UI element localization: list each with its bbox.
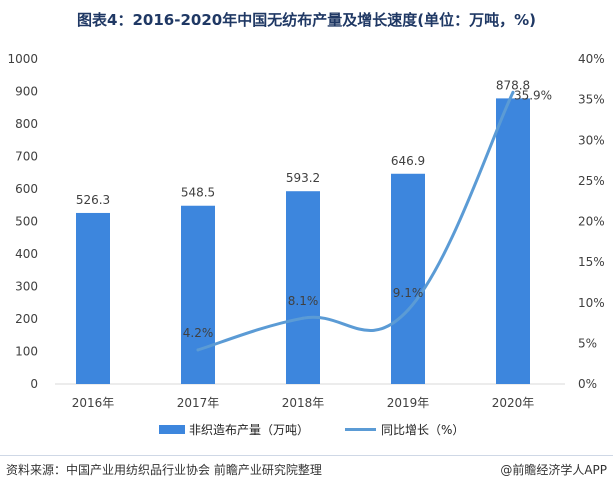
credit-note: @前瞻经济学人APP [500,463,607,477]
y-left-tick-label: 300 [15,280,38,294]
y-right-tick-label: 20% [578,215,605,229]
y-left-tick-label: 900 [15,85,38,99]
bar-value-label: 646.9 [391,154,425,168]
y-left-tick-label: 500 [15,215,38,229]
growth-line [196,90,515,352]
line-point [406,308,410,312]
bar-series: 526.3 548.5 593.2 646.9 878.8 [76,78,530,384]
footer-divider [0,455,613,456]
line-value-label: 35.9% [514,88,552,102]
y-axis-right: 0% 5% 10% 15% 20% 25% 30% 35% 40% [578,52,605,391]
x-tick-label: 2016年 [72,396,115,410]
y-left-tick-label: 0 [30,377,38,391]
y-left-tick-label: 400 [15,247,38,261]
y-left-tick-label: 1000 [7,52,38,66]
line-point [196,348,200,352]
source-note: 资料来源：中国产业用纺织品行业协会 前瞻产业研究院整理 [6,463,322,477]
bar-value-label: 526.3 [76,193,110,207]
x-tick-label: 2020年 [492,396,535,410]
bar [496,98,530,384]
legend: 非织造布产量（万吨） 同比增长（%） [159,423,464,437]
line-value-label: 4.2% [183,326,214,340]
y-left-tick-label: 700 [15,150,38,164]
y-right-tick-label: 40% [578,52,605,66]
y-left-tick-label: 100 [15,345,38,359]
y-left-tick-label: 200 [15,312,38,326]
bar [181,205,215,384]
legend-bar-label: 非织造布产量（万吨） [189,423,309,437]
y-right-tick-label: 35% [578,93,605,107]
y-right-tick-label: 30% [578,133,605,147]
bar [391,173,425,384]
bar-value-label: 878.8 [496,78,530,92]
x-tick-label: 2019年 [387,396,430,410]
x-tick-label: 2017年 [177,396,220,410]
y-right-tick-label: 10% [578,296,605,310]
y-right-tick-label: 15% [578,255,605,269]
line-point [301,316,305,320]
y-left-tick-label: 600 [15,182,38,196]
line-value-label: 9.1% [393,286,424,300]
y-right-tick-label: 0% [578,377,597,391]
y-right-tick-label: 25% [578,174,605,188]
chart-title: 图表4：2016-2020年中国无纺布产量及增长速度(单位：万吨，%) [77,11,536,29]
y-axis-left: 0 100 200 300 400 500 600 700 800 900 1000 [7,52,38,391]
x-tick-label: 2018年 [282,396,325,410]
bar-value-label: 593.2 [286,171,320,185]
bar-value-label: 548.5 [181,186,215,200]
line-value-label: 8.1% [288,294,319,308]
bar [76,212,110,384]
y-right-tick-label: 5% [578,336,597,350]
legend-line-label: 同比增长（%） [381,423,464,437]
legend-bar-swatch [159,425,185,434]
bar [286,191,320,384]
line-series: 4.2% 8.1% 9.1% 35.9% [183,88,552,352]
y-left-tick-label: 800 [15,117,38,131]
x-axis: 2016年 2017年 2018年 2019年 2020年 [72,396,535,410]
line-point [511,90,515,94]
